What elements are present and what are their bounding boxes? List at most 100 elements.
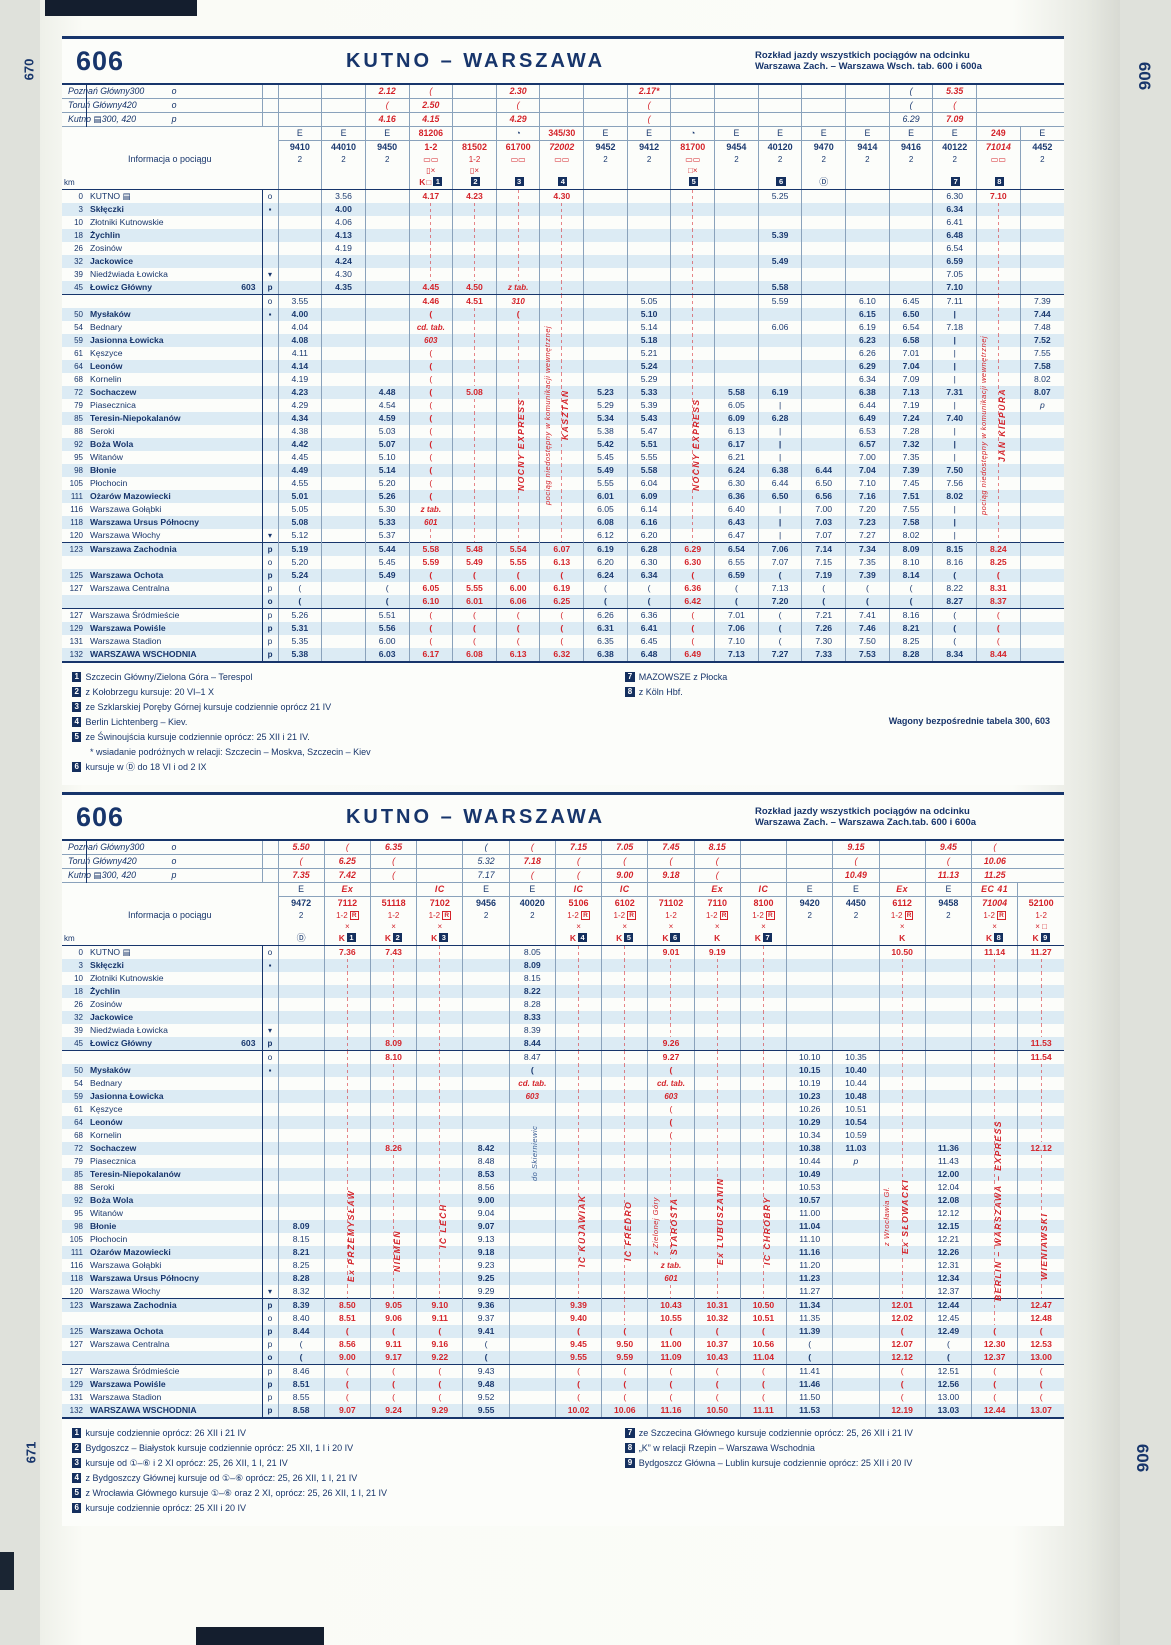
time-cell [416, 1024, 463, 1037]
time-cell [277, 1168, 325, 1181]
train-number: 9416 [901, 142, 922, 152]
time-cell: 5.59 [408, 556, 453, 569]
time-cell [1017, 1181, 1064, 1194]
station-km: 54 [74, 1079, 83, 1088]
time-cell: ( [976, 635, 1021, 648]
time-cell: 7.20 [845, 503, 890, 516]
train-class: 1-2 R [613, 911, 636, 920]
time-cell [539, 386, 584, 399]
station-name [86, 1312, 262, 1325]
train-service-icons: □× [688, 166, 698, 175]
time-cell [832, 985, 880, 998]
time-cell [601, 1220, 648, 1233]
train-name-vertical: Ex LUBUSZANIN [715, 1177, 726, 1265]
arr-dep-flag [261, 321, 279, 334]
time-cell: ( [971, 1325, 1018, 1338]
time-cell [508, 1391, 556, 1404]
time-cell: ( [670, 622, 715, 635]
time-cell: 7.23 [845, 516, 890, 529]
time-cell: ( [932, 622, 977, 635]
time-cell [277, 1129, 325, 1142]
time-cell [452, 268, 497, 281]
time-cell: 6.05 [714, 399, 759, 412]
time-cell: 7.35 [845, 556, 890, 569]
time-cell [508, 1142, 556, 1155]
station-row: 79 Piasecznica 8.48 10.44 p 11.43 [62, 1155, 1064, 1168]
train-number: 81700 [680, 142, 706, 152]
station-name: Zosinów [90, 243, 122, 253]
time-cell: 6.20 [626, 529, 671, 543]
time-cell: 10.29 [786, 1116, 833, 1129]
time-cell [971, 985, 1018, 998]
time-cell [408, 529, 453, 543]
time-cell: 8.39 [277, 1298, 325, 1312]
k-mark: K [754, 933, 761, 943]
time-cell [452, 451, 497, 464]
time-cell [714, 189, 759, 203]
time-cell: 5.45 [364, 556, 409, 569]
time-cell [554, 985, 602, 998]
time-cell [878, 1194, 926, 1207]
time-cell: 6.13 [714, 425, 759, 438]
time-cell [539, 308, 584, 321]
time-cell [976, 334, 1021, 347]
train-type: E [365, 127, 409, 141]
time-cell: ( [408, 373, 453, 386]
time-cell [321, 516, 366, 529]
time-cell: 11.00 [647, 1338, 695, 1351]
time-cell [277, 972, 325, 985]
time-cell: 9.11 [369, 1338, 417, 1351]
time-cell: 10.57 [786, 1194, 833, 1207]
time-cell: ( [739, 1391, 787, 1404]
time-cell [539, 255, 584, 268]
time-cell [976, 294, 1021, 308]
feeder-station: Kutno ▤ [68, 114, 102, 124]
time-cell [554, 1129, 602, 1142]
time-cell [924, 1103, 972, 1116]
feeder-time-cell [878, 841, 926, 855]
time-cell [1017, 972, 1064, 985]
train-column-header: EC 41 71004 1-2 R × K 8 [971, 882, 1018, 946]
time-cell [971, 1246, 1018, 1259]
station-km: 59 [74, 336, 83, 345]
train-class: 1-2 R [567, 911, 590, 920]
scan-bottom-mark [196, 1627, 324, 1645]
route-number-top-right: 606 [1135, 61, 1155, 91]
time-cell [277, 229, 322, 242]
time-cell [976, 347, 1021, 360]
time-cell [976, 242, 1021, 255]
time-cell: 11.04 [739, 1351, 787, 1365]
feeder-time-cell [277, 112, 322, 127]
reservation-icon: R [997, 911, 1006, 920]
train-number: 4452 [1032, 142, 1053, 152]
time-cell [554, 1011, 602, 1024]
train-class: 1-2 [468, 155, 481, 164]
time-cell [1019, 582, 1064, 595]
time-cell [508, 1259, 556, 1272]
time-cell: 13.00 [924, 1391, 972, 1404]
time-cell [739, 1168, 787, 1181]
footnote-text: kursuje codziennie oprócz: 25 XII i 20 I… [85, 1503, 247, 1513]
time-cell: 11.09 [647, 1351, 695, 1365]
train-type [648, 883, 694, 897]
time-cell [321, 438, 366, 451]
time-cell [554, 1220, 602, 1233]
time-cell [878, 1155, 926, 1168]
train-number: 7112 [337, 898, 358, 908]
feeder-time-cell: 10.49 [832, 868, 880, 883]
time-cell: 4.19 [321, 242, 366, 255]
station-row: 68 Kornelin 4.19(5.29 6.34 7.09 | 8.02 [62, 373, 1064, 386]
footnote-item: 3 kursuje od ①–⑥ i 2 XI oprócz: 25, 26 XI… [72, 1456, 625, 1471]
feeder-time-cell: 7.42 [323, 868, 371, 883]
train-type: 249 [977, 127, 1020, 141]
feeder-time-cell [583, 112, 628, 127]
time-cell: ( [583, 595, 628, 609]
time-cell [971, 1037, 1018, 1051]
time-cell [801, 451, 846, 464]
time-cell: 10.38 [786, 1142, 833, 1155]
time-cell [495, 189, 540, 203]
time-cell [647, 985, 695, 998]
time-cell [739, 1194, 787, 1207]
k-mark: K [338, 933, 345, 943]
